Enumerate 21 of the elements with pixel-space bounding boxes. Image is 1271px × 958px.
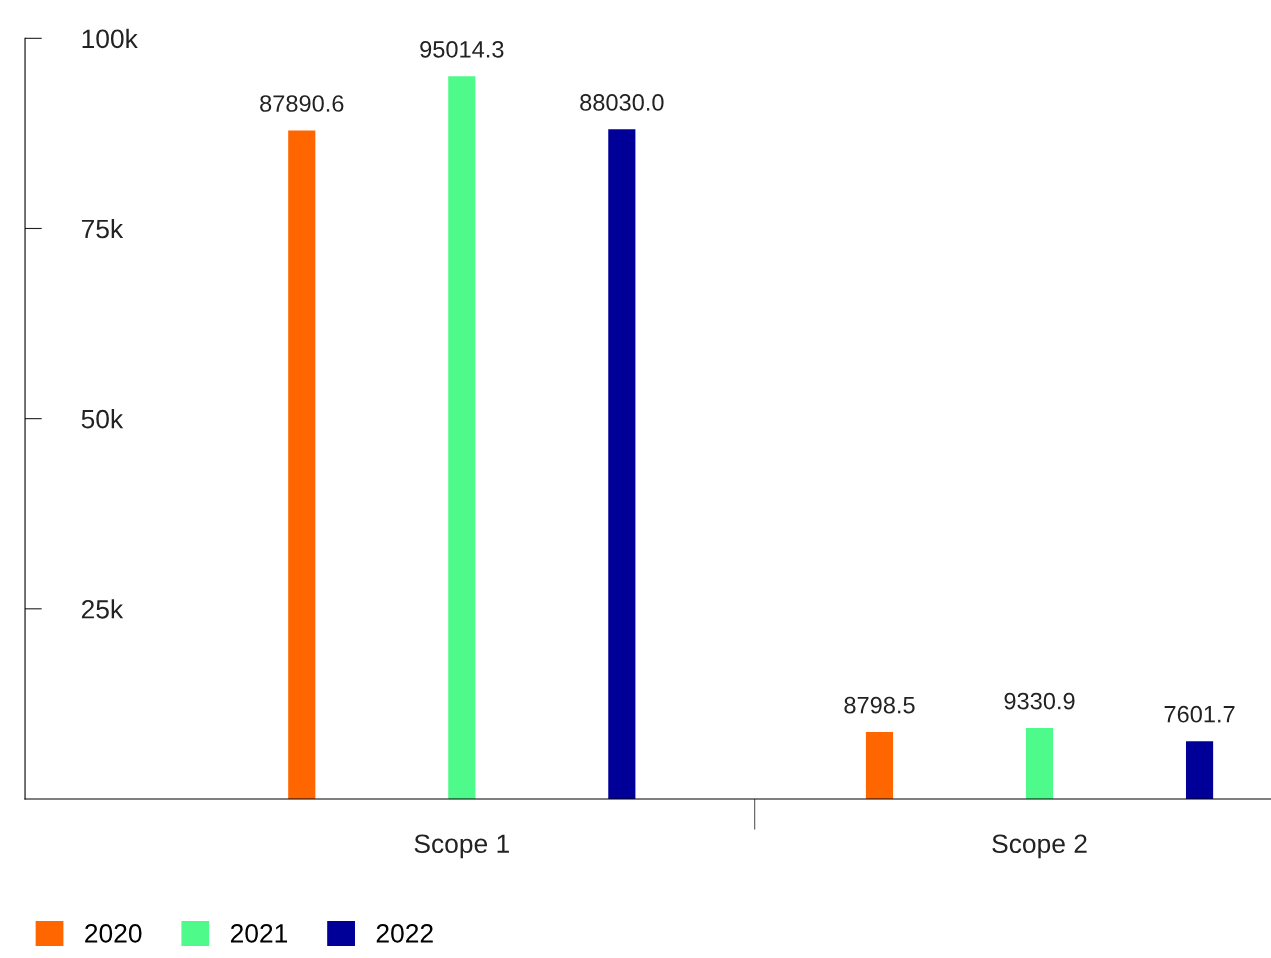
bar bbox=[288, 130, 316, 799]
y-tick-label: 100k bbox=[82, 28, 138, 49]
bar bbox=[608, 129, 636, 799]
bar bbox=[865, 732, 894, 799]
x-tick-label: Scope 2 bbox=[992, 834, 1087, 859]
bar bbox=[1025, 728, 1054, 799]
legend-label: 2020 bbox=[85, 924, 142, 943]
text: 8798.5 bbox=[844, 696, 915, 714]
y-tick-label: 50k bbox=[81, 409, 124, 429]
text: 7601.7 bbox=[1164, 705, 1235, 723]
legend-label: 2022 bbox=[376, 924, 433, 943]
legend-label: 2021 bbox=[230, 924, 288, 943]
text: 88030.0 bbox=[580, 94, 664, 111]
x-tick-label: Scope 1 bbox=[414, 834, 509, 859]
y-tick-label: 25k bbox=[81, 599, 124, 619]
bar bbox=[448, 76, 476, 799]
y-tick-label: 75k bbox=[81, 218, 124, 239]
text: 87890.6 bbox=[260, 95, 344, 112]
text: 9330.9 bbox=[1004, 692, 1075, 710]
text: 95014.3 bbox=[420, 40, 504, 58]
bar bbox=[1185, 741, 1214, 799]
